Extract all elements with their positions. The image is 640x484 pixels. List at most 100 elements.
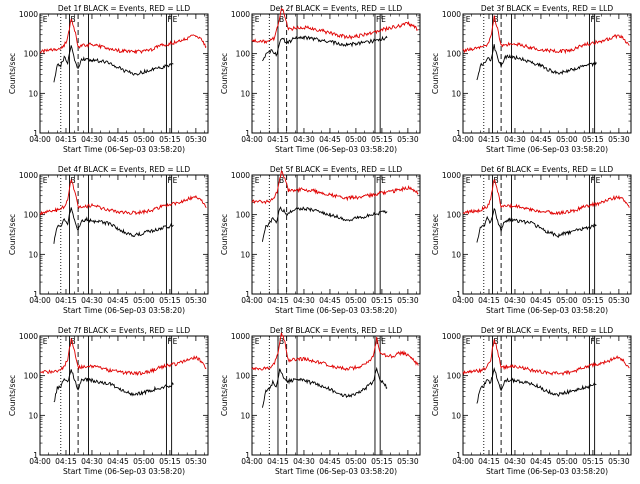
x-tick-label: 05:00 (556, 457, 578, 466)
x-tick-label: 04:30 (293, 457, 315, 466)
x-tick-label: 04:45 (530, 135, 552, 144)
panel-det-4: Det 4f BLACK = Events, RED = LLD 1 10 100 10… (8, 165, 209, 315)
x-tick-label: 05:30 (608, 296, 630, 305)
y-tick-label: 1000 (231, 171, 250, 180)
panel-det-6: Det 6f BLACK = Events, RED = LLD 1 10 100 10… (431, 165, 632, 315)
marker-label: B (70, 176, 75, 185)
x-tick-label: 04:15 (267, 135, 289, 144)
plot-frame (39, 335, 209, 456)
panel-title: Det 7f BLACK = Events, RED = LLD (58, 326, 191, 335)
x-tick-label: 05:00 (133, 135, 155, 144)
marker-label: B (493, 15, 498, 24)
marker-label: F (167, 337, 171, 346)
x-tick-label: 04:45 (107, 135, 129, 144)
plot-frame (251, 335, 421, 456)
plot-frame (251, 174, 421, 295)
panel-title: Det 6f BLACK = Events, RED = LLD (481, 165, 614, 174)
y-tick-label: 1000 (231, 10, 250, 19)
marker-label: F (167, 176, 171, 185)
y-tick-label: 1000 (442, 10, 461, 19)
x-tick-label: 04:00 (29, 457, 51, 466)
x-tick-label: 04:15 (267, 296, 289, 305)
x-tick-label: 04:30 (81, 457, 103, 466)
x-tick-label: 04:45 (530, 296, 552, 305)
x-tick-label: 04:15 (55, 296, 77, 305)
lld-series-line (39, 178, 207, 216)
panel-title: Det 2f BLACK = Events, RED = LLD (270, 4, 403, 13)
x-tick-label: 05:15 (371, 135, 393, 144)
y-tick-label: 100 (236, 50, 251, 59)
marker-label: E (466, 337, 471, 346)
x-tick-label: 05:15 (159, 135, 181, 144)
marker-label: E (381, 15, 386, 24)
y-axis-label: Counts/sec (431, 53, 440, 94)
events-series-line (261, 206, 388, 242)
marker-label: F (167, 15, 171, 24)
x-tick-label: 04:30 (504, 296, 526, 305)
x-tick-label: 05:15 (582, 296, 604, 305)
x-tick-label: 04:45 (530, 457, 552, 466)
x-tick-label: 04:15 (478, 457, 500, 466)
events-series-line (53, 45, 174, 83)
panel-det-9: Det 9f BLACK = Events, RED = LLD 1 10 100 10… (431, 326, 632, 476)
marker-label: E (255, 176, 260, 185)
x-tick-label: 05:00 (133, 296, 155, 305)
y-tick-label: 100 (447, 50, 462, 59)
x-tick-label: 04:30 (81, 296, 103, 305)
y-tick-label: 10 (451, 411, 461, 420)
events-series-line (476, 366, 597, 404)
x-axis-label: Start Time (06-Sep-03 03:58:20) (275, 145, 397, 154)
y-tick-label: 1 (245, 451, 250, 460)
y-tick-label: 10 (240, 89, 250, 98)
y-axis-label: Counts/sec (220, 214, 229, 255)
x-tick-label: 05:00 (556, 135, 578, 144)
x-tick-label: 05:15 (582, 135, 604, 144)
events-series-line (261, 366, 388, 408)
x-tick-label: 05:30 (397, 135, 419, 144)
x-tick-label: 04:15 (267, 457, 289, 466)
x-tick-label: 05:15 (582, 457, 604, 466)
plot-frame (39, 174, 209, 295)
y-tick-label: 100 (236, 211, 251, 220)
marker-label: F (376, 15, 380, 24)
x-tick-label: 05:00 (133, 457, 155, 466)
marker-label: E (381, 337, 386, 346)
marker-label: E (596, 337, 601, 346)
x-tick-label: 05:30 (397, 296, 419, 305)
plot-frame (462, 174, 632, 295)
y-tick-label: 100 (236, 372, 251, 381)
y-tick-label: 1 (456, 290, 461, 299)
x-tick-label: 04:30 (504, 135, 526, 144)
lld-series-line (39, 18, 207, 55)
marker-label: B (493, 337, 498, 346)
x-axis-label: Start Time (06-Sep-03 03:58:20) (486, 467, 608, 476)
panel-det-5: Det 5f BLACK = Events, RED = LLD 1 10 100 10… (220, 165, 421, 315)
marker-label: B (70, 337, 75, 346)
x-tick-label: 04:00 (241, 457, 263, 466)
y-tick-label: 1000 (442, 332, 461, 341)
x-tick-label: 05:15 (371, 457, 393, 466)
x-tick-label: 05:30 (608, 135, 630, 144)
lld-series-line (462, 178, 630, 216)
plot-frame (462, 335, 632, 456)
marker-label: E (466, 15, 471, 24)
panel-det-7: Det 7f BLACK = Events, RED = LLD 1 10 100 10… (8, 326, 209, 476)
marker-label: E (466, 176, 471, 185)
marker-label: B (279, 176, 284, 185)
x-tick-label: 04:30 (81, 135, 103, 144)
y-tick-label: 1000 (19, 10, 38, 19)
events-series-line (476, 44, 597, 81)
x-tick-label: 05:15 (159, 296, 181, 305)
x-axis-label: Start Time (06-Sep-03 03:58:20) (63, 467, 185, 476)
y-axis-label: Counts/sec (220, 53, 229, 94)
marker-label: E (43, 176, 48, 185)
y-tick-label: 1 (456, 451, 461, 460)
marker-label: E (255, 15, 260, 24)
x-tick-label: 04:45 (107, 296, 129, 305)
y-tick-label: 1 (245, 290, 250, 299)
lld-series-line (462, 15, 630, 55)
y-tick-label: 1000 (19, 171, 38, 180)
marker-label: E (173, 15, 178, 24)
x-tick-label: 04:00 (452, 457, 474, 466)
